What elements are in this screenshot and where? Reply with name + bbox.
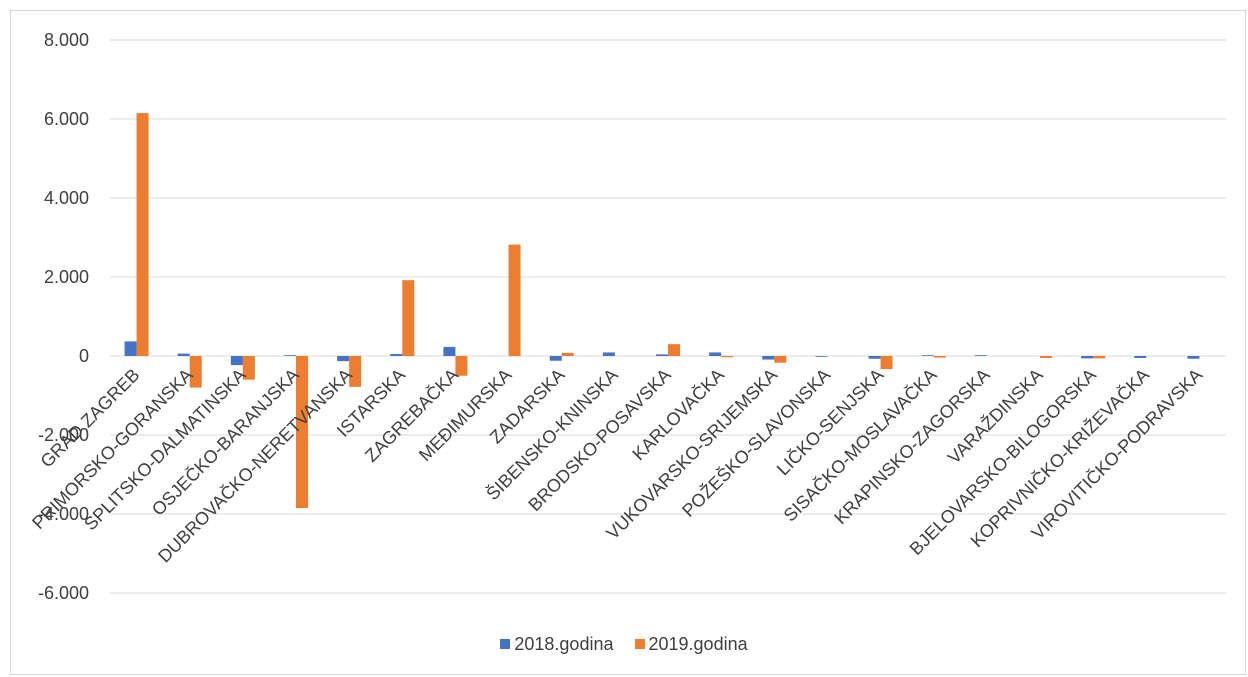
- legend-label-2018: 2018.godina: [514, 633, 614, 654]
- bar-2019: [136, 113, 149, 356]
- bar-2018: [1081, 356, 1094, 359]
- bar-2018: [921, 355, 934, 356]
- bar-2019: [1040, 356, 1052, 358]
- x-tick-label: MEĐIMURSKA: [415, 365, 515, 465]
- y-tick-label: 6.000: [44, 109, 89, 129]
- bar-2018: [974, 355, 987, 356]
- y-tick-label: -4.000: [38, 504, 89, 524]
- x-tick-label: KARLOVAČKA: [628, 364, 728, 464]
- x-axis-labels: GRAD ZAGREBPRIMORSKO-GORANSKASPLITSKO-DA…: [28, 364, 1206, 567]
- legend: 2018.godina 2019.godina: [0, 633, 1248, 655]
- bar-2019: [189, 356, 202, 388]
- bar-2019: [880, 356, 893, 370]
- bar-2018: [815, 356, 828, 357]
- legend-item-2018: 2018.godina: [500, 634, 613, 655]
- bars: [124, 113, 1212, 509]
- bar-2019: [242, 356, 255, 380]
- bar-2018: [549, 356, 562, 361]
- bar-2018: [868, 356, 881, 359]
- x-tick-label: ZAGREBAČKA: [360, 364, 462, 466]
- y-axis-ticks: 8.000 6.000 4.000 2.000 0 -2.000 -4.000 -6.000: [38, 30, 89, 603]
- bar-2018: [656, 354, 668, 356]
- bar-2018: [709, 352, 722, 356]
- bar-2019: [668, 344, 680, 356]
- bar-2019: [296, 356, 308, 509]
- legend-item-2019: 2019.godina: [634, 633, 748, 655]
- x-tick-label: GRAD ZAGREB: [37, 365, 144, 472]
- legend-label-2019: 2019.godina: [648, 633, 748, 654]
- bar-2018: [124, 341, 137, 356]
- bar-2018: [602, 352, 615, 356]
- bar-2019: [933, 356, 946, 358]
- bar-2019: [774, 356, 787, 363]
- x-tick-label: VARAŽDINSKA: [944, 365, 1047, 468]
- bar-2018: [443, 346, 456, 356]
- bar-2019: [402, 280, 415, 356]
- bar-2019: [455, 356, 468, 376]
- bar-2019: [561, 352, 574, 356]
- bar-2018: [337, 356, 350, 362]
- bar-2018: [762, 356, 775, 360]
- y-tick-label: -2.000: [38, 425, 89, 445]
- bar-2018: [230, 356, 243, 366]
- bar-2019: [1093, 356, 1106, 359]
- y-tick-label: 0: [79, 346, 89, 366]
- legend-swatch-2019: [634, 639, 645, 649]
- bar-2018: [177, 353, 190, 356]
- bar-2019: [508, 244, 521, 356]
- y-tick-label: -6.000: [38, 583, 89, 603]
- y-tick-label: 8.000: [44, 30, 89, 50]
- bar-2019: [349, 356, 362, 387]
- y-tick-label: 2.000: [44, 267, 89, 287]
- bar-2019: [721, 356, 734, 358]
- bar-2018: [284, 355, 296, 356]
- bar-2018: [390, 354, 403, 356]
- bar-2018: [1134, 356, 1147, 358]
- bar-2018: [1187, 356, 1200, 359]
- x-tick-label: DUBROVAČKO-NERETVANSKA: [153, 364, 356, 567]
- y-tick-label: 4.000: [44, 188, 89, 208]
- chart-frame: [10, 10, 1246, 675]
- legend-swatch-2018: [500, 639, 511, 649]
